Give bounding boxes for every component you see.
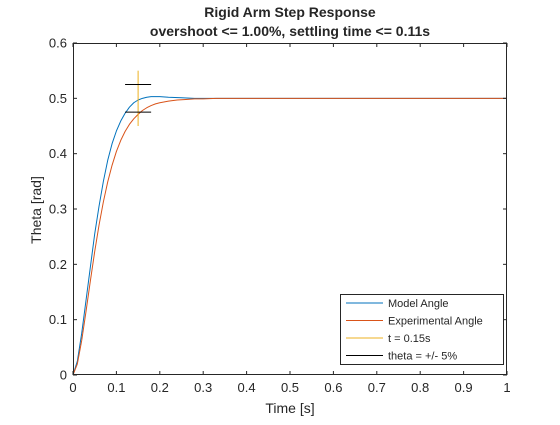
legend-label-3: t = 0.15s <box>388 333 431 345</box>
x-tick-label: 0.2 <box>151 380 169 395</box>
x-tick-label: 0.6 <box>324 380 342 395</box>
axes-layer: 0 0.1 0.2 0.3 0.4 0.5 0.6 0.7 0.8 0.9 1 0 0.1 0.2 0.3 0… <box>49 36 511 396</box>
x-tick-label: 0.8 <box>411 380 429 395</box>
series-layer <box>72 70 507 376</box>
y-tick-label: 0.4 <box>49 146 67 161</box>
x-tick-label: 0.1 <box>107 380 125 395</box>
y-axis-label: Theta [rad] <box>28 176 44 244</box>
x-tick-label: 0.7 <box>368 380 386 395</box>
x-tick-label: 1 <box>503 380 510 395</box>
legend-label-4: theta = +/- 5% <box>388 351 457 363</box>
x-tick-label: 0.5 <box>281 380 299 395</box>
y-tick-label: 0.3 <box>49 202 67 217</box>
x-axis-label: Time [s] <box>265 400 314 416</box>
legend-label-2: Experimental Angle <box>388 316 483 328</box>
legend-label-1: Model Angle <box>388 298 449 310</box>
x-tick-label: 0 <box>69 380 76 395</box>
series-line-2 <box>72 97 507 376</box>
x-tick-label: 0.9 <box>455 380 473 395</box>
chart-subtitle: overshoot <= 1.00%, settling time <= 0.1… <box>150 23 430 39</box>
y-tick-label: 0.6 <box>49 36 67 51</box>
y-tick-label: 0.5 <box>49 91 67 106</box>
y-tick-label: 0.1 <box>49 312 67 327</box>
chart-title: Rigid Arm Step Response <box>204 4 376 20</box>
y-tick-label: 0 <box>60 368 67 383</box>
legend: Model Angle Experimental Angle t = 0.15s th… <box>340 294 504 365</box>
y-tick-label: 0.2 <box>49 257 67 272</box>
x-tick-label: 0.4 <box>238 380 256 395</box>
x-tick-label: 0.3 <box>194 380 212 395</box>
legend-box <box>340 294 504 365</box>
